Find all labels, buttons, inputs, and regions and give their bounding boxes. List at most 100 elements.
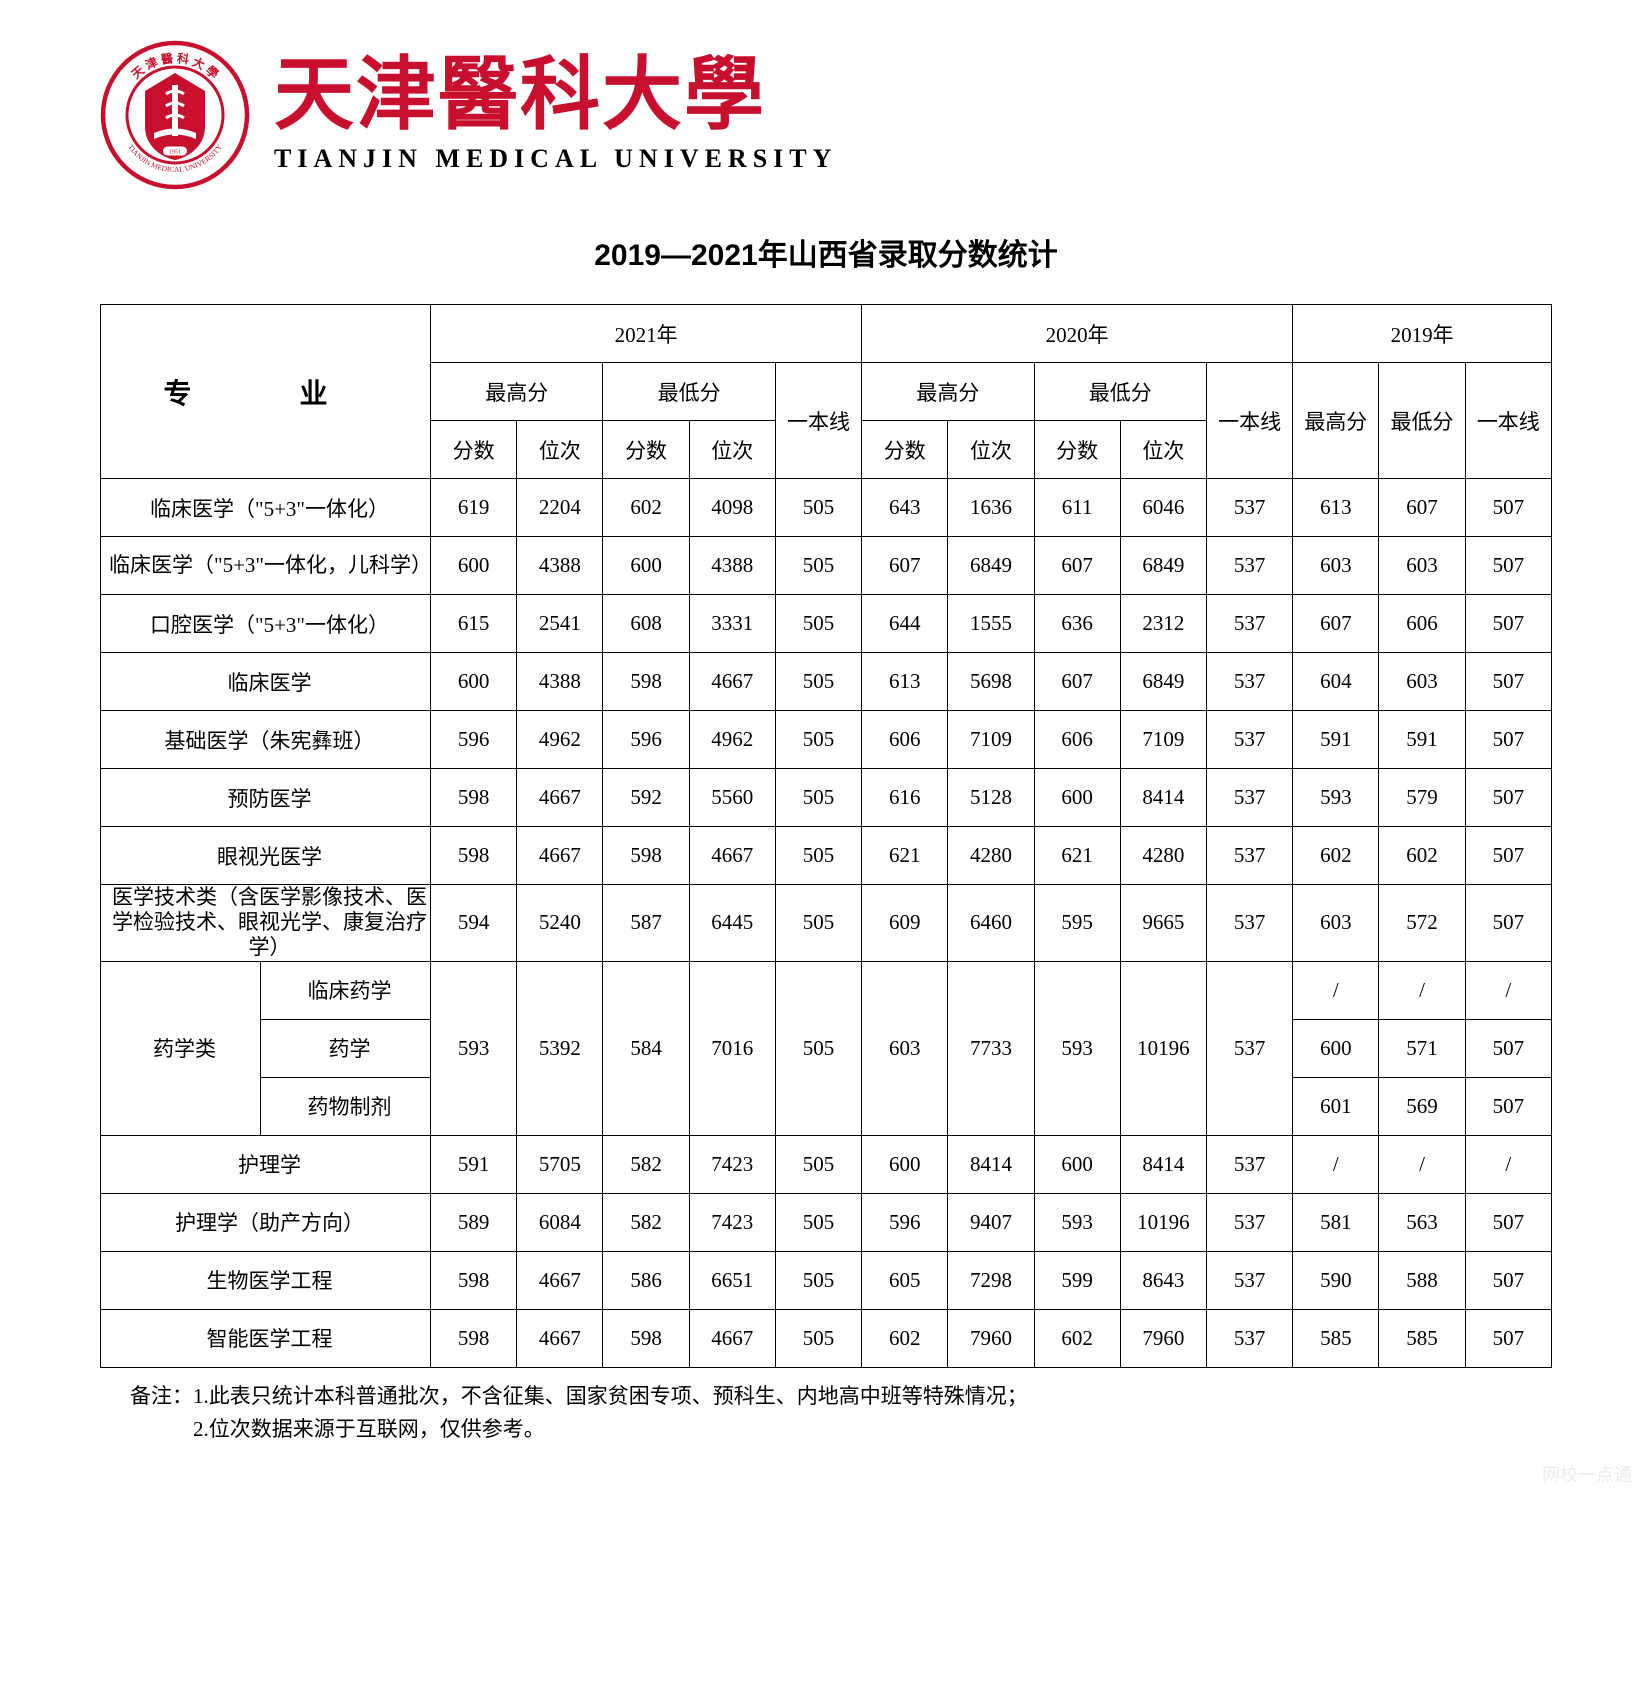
- table-cell: 507: [1465, 827, 1551, 885]
- scores-table: 专 业 2021年 2020年 2019年 最高分 最低分 一本线 最高分 最低…: [100, 304, 1552, 1368]
- table-cell: 537: [1206, 769, 1292, 827]
- table-cell: 9665: [1120, 885, 1206, 962]
- table-cell: 600: [431, 537, 517, 595]
- table-cell: 7109: [948, 711, 1034, 769]
- table-cell: 507: [1465, 769, 1551, 827]
- table-cell: 619: [431, 479, 517, 537]
- table-cell: 507: [1465, 1251, 1551, 1309]
- table-cell: 6849: [1120, 537, 1206, 595]
- table-cell: 589: [431, 1193, 517, 1251]
- table-cell: 6460: [948, 885, 1034, 962]
- table-cell: 602: [1034, 1309, 1120, 1367]
- table-row: 预防医学598466759255605056165128600841453759…: [101, 769, 1552, 827]
- table-cell: 537: [1206, 1193, 1292, 1251]
- table-cell: 621: [862, 827, 948, 885]
- table-cell: 4962: [517, 711, 603, 769]
- footnote-line: 2.位次数据来源于互联网，仅供参考。: [130, 1413, 1552, 1447]
- table-cell: 643: [862, 479, 948, 537]
- table-cell: 9407: [948, 1193, 1034, 1251]
- table-cell: 590: [1293, 1251, 1379, 1309]
- table-cell: 505: [775, 595, 861, 653]
- table-cell: 4667: [689, 1309, 775, 1367]
- table-cell: 537: [1206, 827, 1292, 885]
- table-cell: 591: [431, 1135, 517, 1193]
- table-cell: 507: [1465, 653, 1551, 711]
- table-cell: 8414: [1120, 769, 1206, 827]
- table-cell: 587: [603, 885, 689, 962]
- table-cell: 593: [1034, 1193, 1120, 1251]
- table-cell: 606: [1034, 711, 1120, 769]
- table-cell: 596: [862, 1193, 948, 1251]
- table-cell: 6651: [689, 1251, 775, 1309]
- table-cell: 507: [1465, 1309, 1551, 1367]
- header-2021-min: 最低分: [603, 363, 775, 421]
- table-cell: 582: [603, 1193, 689, 1251]
- table-cell: 606: [862, 711, 948, 769]
- table-cell: 507: [1465, 479, 1551, 537]
- table-cell: /: [1379, 961, 1465, 1019]
- table-cell: 505: [775, 1193, 861, 1251]
- table-cell: 505: [775, 885, 861, 962]
- table-cell: 609: [862, 885, 948, 962]
- table-cell: 1636: [948, 479, 1034, 537]
- header: 天 津 醫 科 大 學 TIANJIN MEDICAL UNIVERSITY 1…: [100, 40, 1552, 190]
- table-cell: 585: [1293, 1309, 1379, 1367]
- table-cell: 600: [603, 537, 689, 595]
- table-cell: 537: [1206, 653, 1292, 711]
- header-2020: 2020年: [862, 305, 1293, 363]
- header-2019-max: 最高分: [1293, 363, 1379, 479]
- table-cell: 8643: [1120, 1251, 1206, 1309]
- svg-text:1951: 1951: [169, 149, 181, 155]
- table-cell: 615: [431, 595, 517, 653]
- table-cell: 5705: [517, 1135, 603, 1193]
- header-rank: 位次: [1120, 421, 1206, 479]
- header-rank: 位次: [948, 421, 1034, 479]
- table-cell: 592: [603, 769, 689, 827]
- table-cell: 505: [775, 1251, 861, 1309]
- table-cell: 507: [1465, 711, 1551, 769]
- university-name-en: TIANJIN MEDICAL UNIVERSITY: [274, 144, 837, 174]
- table-cell: 602: [862, 1309, 948, 1367]
- table-cell: /: [1293, 1135, 1379, 1193]
- table-cell: 537: [1206, 595, 1292, 653]
- table-cell: 505: [775, 827, 861, 885]
- table-cell: 5698: [948, 653, 1034, 711]
- table-cell: 607: [1034, 653, 1120, 711]
- table-cell: 4098: [689, 479, 775, 537]
- table-cell: /: [1465, 961, 1551, 1019]
- header-score: 分数: [1034, 421, 1120, 479]
- header-2021-max: 最高分: [431, 363, 603, 421]
- table-cell: 644: [862, 595, 948, 653]
- table-cell: 603: [1293, 885, 1379, 962]
- table-cell: 5128: [948, 769, 1034, 827]
- table-row: 临床医学600438859846675056135698607684953760…: [101, 653, 1552, 711]
- major-cell: 智能医学工程: [101, 1309, 431, 1367]
- table-cell: 7423: [689, 1193, 775, 1251]
- table-row: 生物医学工程5984667586665150560572985998643537…: [101, 1251, 1552, 1309]
- university-title-block: 天津醫科大學 TIANJIN MEDICAL UNIVERSITY: [274, 56, 837, 174]
- table-cell: 505: [775, 769, 861, 827]
- major-cell: 临床医学（"5+3"一体化，儿科学）: [101, 537, 431, 595]
- table-cell: 600: [1034, 1135, 1120, 1193]
- header-2021: 2021年: [431, 305, 862, 363]
- table-cell: 2312: [1120, 595, 1206, 653]
- table-cell: 7960: [948, 1309, 1034, 1367]
- table-row: 口腔医学（"5+3"一体化）61525416083331505644155563…: [101, 595, 1552, 653]
- table-cell: 595: [1034, 885, 1120, 962]
- table-cell: 581: [1293, 1193, 1379, 1251]
- table-cell: /: [1379, 1135, 1465, 1193]
- table-cell: 3331: [689, 595, 775, 653]
- table-cell: 611: [1034, 479, 1120, 537]
- table-cell: /: [1293, 961, 1379, 1019]
- table-cell: 572: [1379, 885, 1465, 962]
- table-cell: 505: [775, 711, 861, 769]
- major-cell: 口腔医学（"5+3"一体化）: [101, 595, 431, 653]
- table-cell: 600: [1034, 769, 1120, 827]
- table-body: 临床医学（"5+3"一体化）61922046024098505643163661…: [101, 479, 1552, 1368]
- major-sub-cell: 临床药学: [261, 961, 431, 1019]
- table-cell: 6445: [689, 885, 775, 962]
- header-score: 分数: [603, 421, 689, 479]
- header-major: 专 业: [101, 305, 431, 479]
- table-row: 基础医学（朱宪彝班）596496259649625056067109606710…: [101, 711, 1552, 769]
- table-cell: 6849: [1120, 653, 1206, 711]
